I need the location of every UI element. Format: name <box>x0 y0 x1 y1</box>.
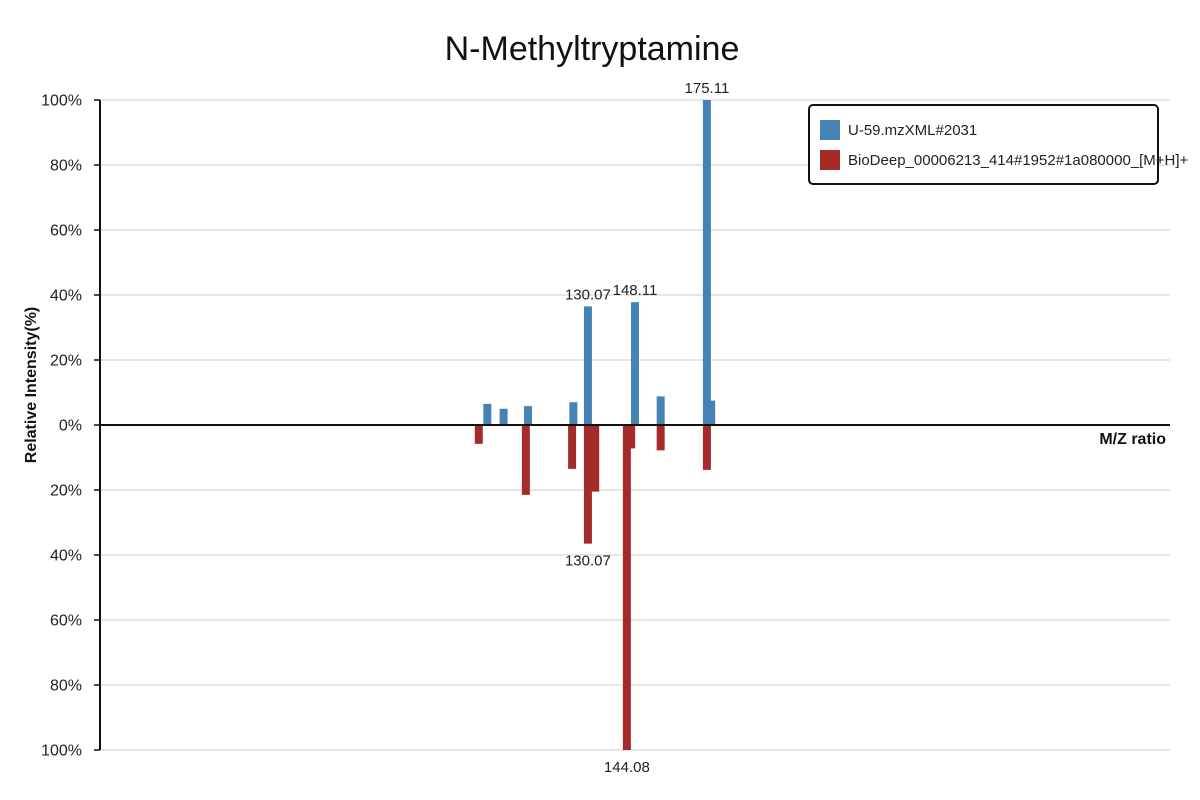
query-peak-bar <box>656 396 665 425</box>
query-peak-bar <box>702 100 711 425</box>
chart-title: N-Methyltryptamine <box>445 30 740 68</box>
legend: U-59.mzXML#2031 BioDeep_00006213_414#195… <box>808 104 1189 185</box>
reference-peak-bar <box>568 425 577 469</box>
reference-peak-bar <box>583 425 592 544</box>
y-tick-label: 80% <box>50 158 82 175</box>
legend-label-reference: BioDeep_00006213_414#1952#1a080000_[M+H]… <box>848 152 1189 169</box>
query-peak-bar <box>583 306 592 425</box>
y-tick-label: 0% <box>59 418 82 435</box>
query-peak-bar <box>707 400 716 425</box>
y-tick-label: 40% <box>50 288 82 305</box>
y-tick-label: 20% <box>50 483 82 500</box>
x-axis-title: M/Z ratio <box>1099 431 1166 448</box>
y-tick-labels: 100% 80% 60% 40% 20% 0% 20% 40% 60% 80% 100% <box>41 93 100 760</box>
reference-peak-label: 130.07 <box>565 553 611 570</box>
query-peak-bar <box>483 403 492 425</box>
legend-swatch-reference <box>820 150 840 170</box>
axes <box>99 100 1170 750</box>
bar-marks <box>474 100 716 750</box>
reference-peak-bar <box>656 425 665 451</box>
reference-peak-bar <box>591 425 600 492</box>
y-tick-label: 100% <box>41 93 82 110</box>
query-peak-bar <box>569 402 578 425</box>
reference-peak-bar <box>622 425 631 750</box>
legend-label-query: U-59.mzXML#2031 <box>848 122 977 139</box>
reference-peak-bar <box>702 425 711 470</box>
y-tick-label: 80% <box>50 678 82 695</box>
y-tick-label: 100% <box>41 743 82 760</box>
y-tick-label: 60% <box>50 613 82 630</box>
y-tick-label: 20% <box>50 353 82 370</box>
y-axis-title: Relative Intensity(%) <box>23 307 40 463</box>
query-peak-label: 148.11 <box>613 282 658 299</box>
reference-peak-bar <box>627 425 636 449</box>
query-peak-bar <box>524 406 532 425</box>
query-peak-label: 175.11 <box>685 80 730 97</box>
reference-peak-label: 144.08 <box>604 759 650 776</box>
query-peak-bar <box>499 408 508 425</box>
reference-peak-bar <box>474 425 483 444</box>
y-tick-label: 60% <box>50 223 82 240</box>
reference-peak-bar <box>521 425 530 495</box>
legend-swatch-query <box>820 120 840 140</box>
query-peak-bar <box>631 302 639 425</box>
y-tick-label: 40% <box>50 548 82 565</box>
query-peak-label: 130.07 <box>565 286 611 303</box>
legend-box <box>808 104 1159 185</box>
